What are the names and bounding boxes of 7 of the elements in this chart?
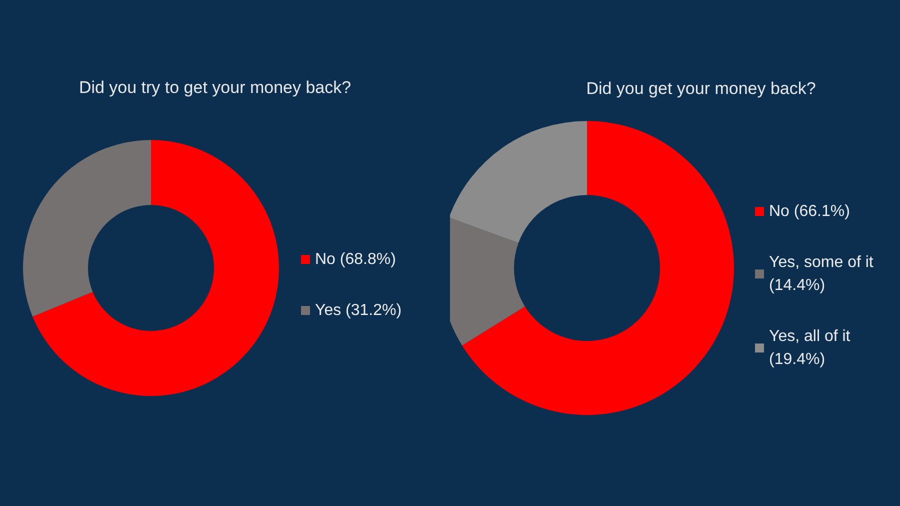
legend-label: No (66.1%) xyxy=(769,203,850,220)
legend-label: Yes (31.2%) xyxy=(315,302,402,319)
legend-label: Yes, some of it (14.4%) xyxy=(769,254,878,294)
chart-title: Did you try to get your money back? xyxy=(78,78,352,97)
legend-label: No (68.8%) xyxy=(315,251,396,268)
chart-title: Did you get your money back? xyxy=(586,79,816,98)
legend-label: Yes, all of it (19.4%) xyxy=(769,328,855,368)
